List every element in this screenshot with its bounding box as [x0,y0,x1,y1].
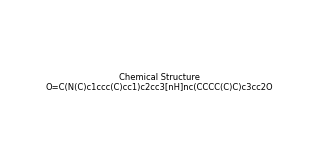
Text: Chemical Structure
O=C(N(C)c1ccc(C)cc1)c2cc3[nH]nc(CCCC(C)C)c3cc2O: Chemical Structure O=C(N(C)c1ccc(C)cc1)c… [46,73,273,92]
